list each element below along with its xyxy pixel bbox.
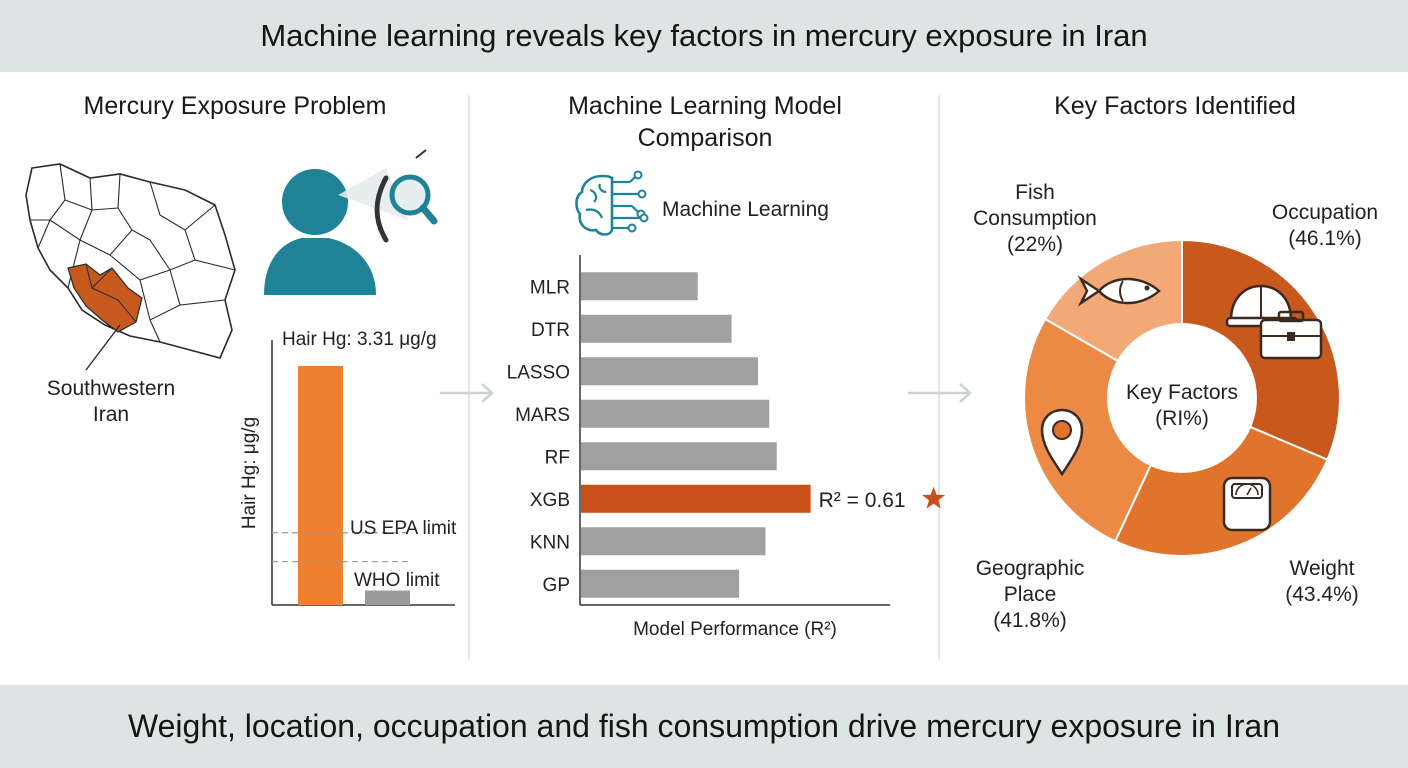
key-factors-donut [1023, 238, 1341, 557]
hg-bar-1 [365, 590, 410, 605]
header-title: Machine learning reveals key factors in … [260, 18, 1148, 53]
occupation-value: (46.1%) [1288, 227, 1362, 250]
panel2-title-line2: Comparison [637, 124, 773, 152]
model-label-mars: MARS [515, 405, 570, 426]
model-label-lasso: LASSO [507, 362, 570, 383]
model-label-rf: RF [545, 447, 570, 468]
model-bar-dtr [581, 314, 732, 343]
footer-title: Weight, location, occupation and fish co… [127, 708, 1280, 744]
map-region-label: Southwestern Iran [26, 376, 196, 428]
map-label-line2: Iran [92, 403, 130, 426]
weight-name: Weight [1289, 557, 1355, 580]
model-label-knn: KNN [530, 532, 570, 553]
model-bar-rf [581, 442, 777, 471]
flow-arrow-1 [440, 383, 494, 403]
divider-left [468, 95, 470, 660]
map-label-line1: Southwestern [46, 377, 176, 400]
best-model-annotation: R² = 0.61 [819, 489, 906, 512]
fish-name-2: Consumption [973, 207, 1097, 230]
weight-label: Weight (43.4%) [1262, 556, 1382, 608]
scale-icon [1222, 476, 1272, 532]
fish-name-1: Fish [1015, 181, 1055, 204]
person-hair-analysis-icon [264, 149, 438, 295]
model-bar-gp [581, 569, 740, 598]
donut-center-label: Key Factors (RI%) [1102, 380, 1262, 432]
location-pin-icon [1040, 408, 1084, 477]
hair-hg-value-label: Hair Hg: 3.31 μg/g [282, 329, 437, 350]
fish-value: (22%) [1006, 233, 1064, 256]
epa-limit-label: US EPA limit [350, 518, 457, 539]
model-bar-knn [581, 527, 766, 556]
geographic-value: (41.8%) [993, 609, 1067, 632]
model-bar-lasso [581, 357, 758, 386]
model-comparison-chart: MLR DTR LASSO MARS RF XGB R² = 0.61 KNN GP [507, 255, 946, 606]
model-bar-mlr [581, 272, 698, 301]
flow-arrow-2 [908, 383, 972, 403]
model-label-gp: GP [543, 575, 570, 596]
panel1-title: Mercury Exposure Problem [83, 92, 387, 120]
occupation-name: Occupation [1271, 201, 1379, 224]
footer-banner: Weight, location, occupation and fish co… [0, 685, 1408, 768]
geographic-name-2: Place [1003, 583, 1057, 606]
center-line1: Key Factors [1125, 381, 1239, 404]
hair-hg-chart [271, 340, 455, 606]
iran-map [25, 163, 236, 371]
occupation-label: Occupation (46.1%) [1245, 200, 1405, 252]
geographic-name-1: Geographic [975, 557, 1085, 580]
weight-value: (43.4%) [1285, 583, 1359, 606]
brain-circuit-icon [575, 170, 649, 236]
fish-label: Fish Consumption (22%) [955, 180, 1115, 258]
donut-hole [1107, 323, 1257, 473]
model-performance-axis-label: Model Performance (R²) [633, 619, 837, 640]
center-line2: (RI%) [1155, 407, 1209, 430]
geographic-label: Geographic Place (41.8%) [950, 556, 1110, 634]
model-label-xgb: XGB [530, 490, 570, 511]
model-label-mlr: MLR [530, 277, 570, 298]
model-bar-xgb [581, 484, 811, 513]
header-banner: Machine learning reveals key factors in … [0, 0, 1408, 72]
star-icon [922, 486, 946, 509]
hair-hg-y-axis-label: Hair Hg: μg/g [239, 416, 260, 530]
model-label-dtr: DTR [531, 320, 570, 341]
hg-bar-0 [298, 365, 343, 605]
who-limit-label: WHO limit [354, 570, 440, 591]
donut-segment-geographic [1023, 317, 1184, 543]
fish-icon [1077, 275, 1161, 307]
divider-right [938, 95, 940, 660]
model-bar-mars [581, 399, 770, 428]
panel3-title: Key Factors Identified [1054, 92, 1296, 120]
machine-learning-label: Machine Learning [662, 198, 829, 221]
panel2-title: Machine Learning Model Comparison [505, 90, 905, 154]
panel2-title-line1: Machine Learning Model [568, 92, 842, 120]
hardhat-briefcase-icon [1225, 284, 1323, 360]
